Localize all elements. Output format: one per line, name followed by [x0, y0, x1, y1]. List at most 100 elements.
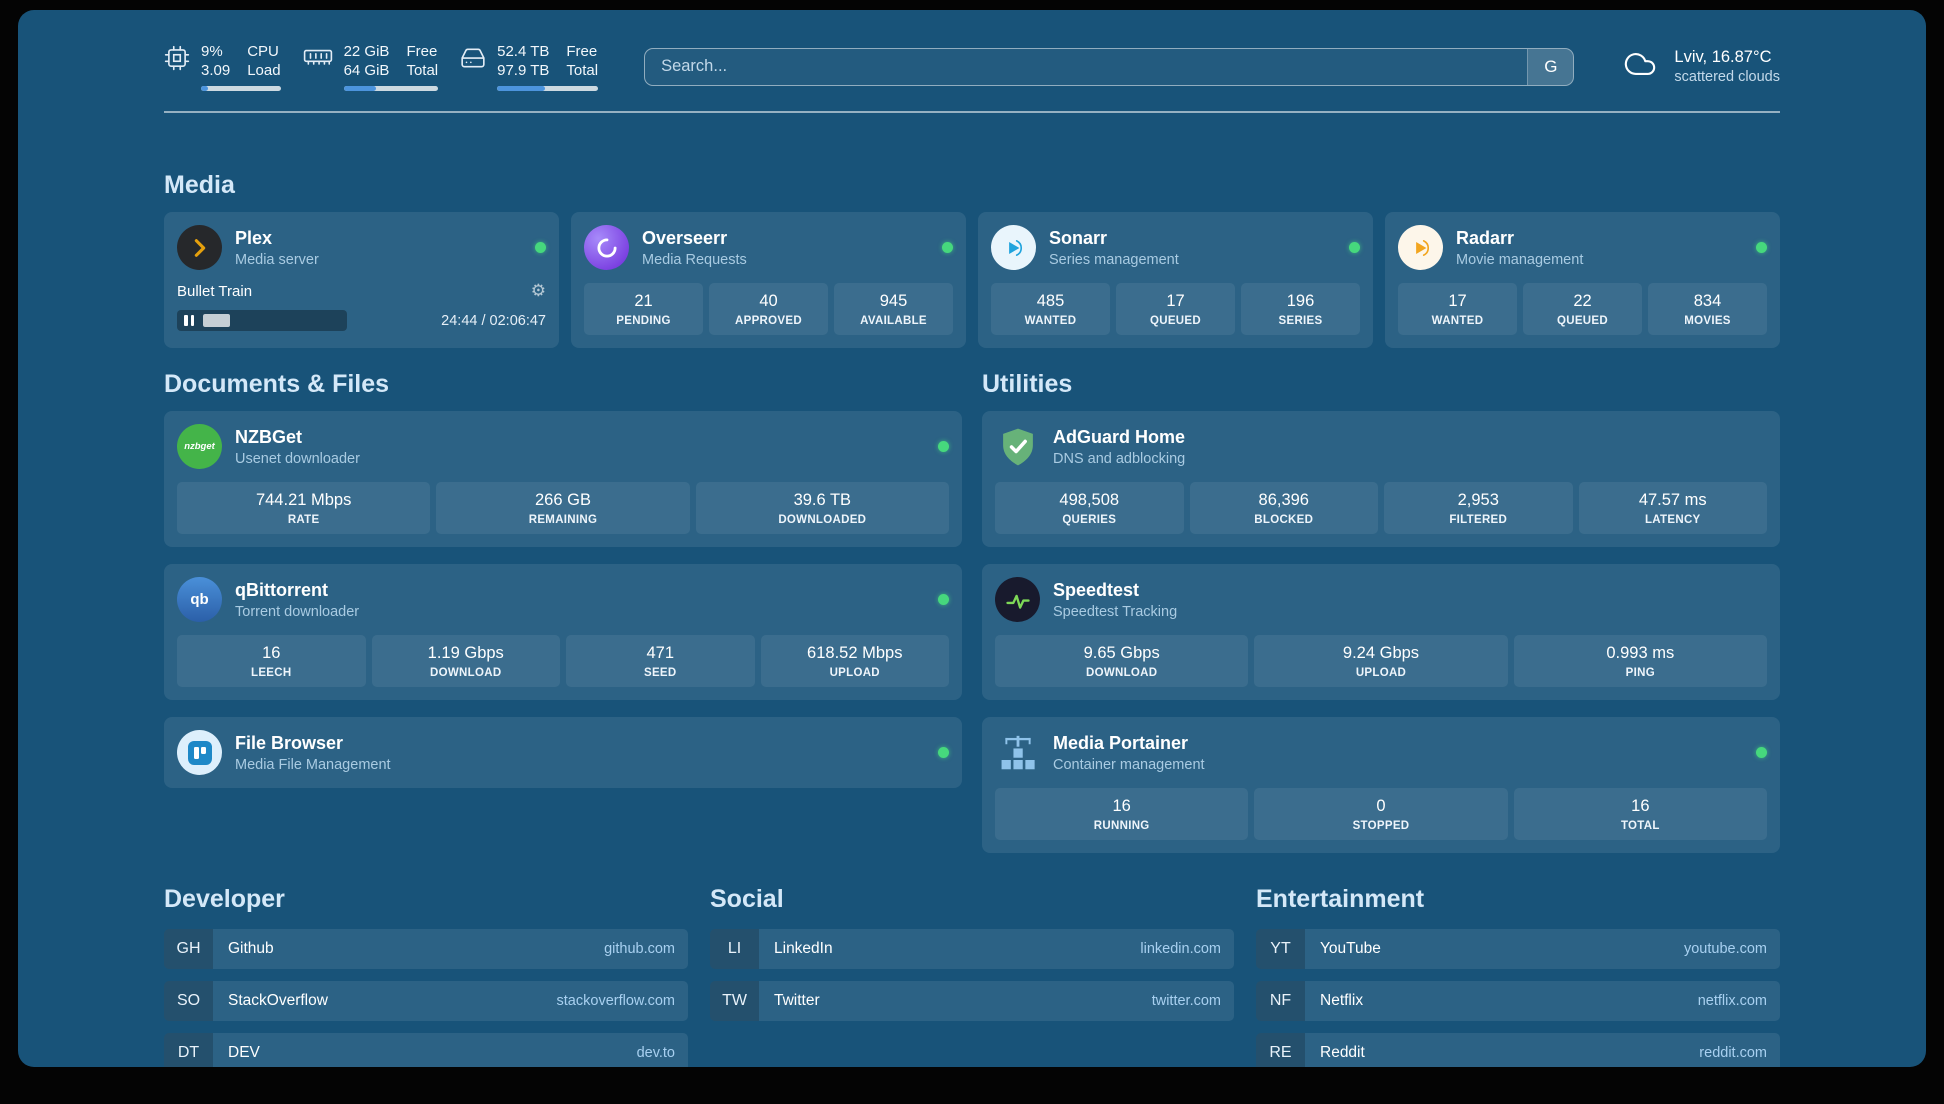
stat-block: 266 GB REMAINING: [436, 482, 690, 535]
status-dot: [535, 242, 546, 254]
search-provider-button[interactable]: G: [1527, 48, 1574, 85]
bookmark-domain: stackoverflow.com: [556, 993, 675, 1010]
speedtest-icon: [995, 577, 1040, 623]
search-input[interactable]: [645, 57, 1528, 77]
bookmark-name: Github: [228, 940, 274, 958]
topbar: 9% 3.09 CPU Load: [164, 10, 1780, 92]
status-dot: [938, 441, 949, 453]
stat-block: 1.19 Gbps DOWNLOAD: [371, 635, 560, 688]
pause-button[interactable]: [184, 315, 194, 327]
status-dot: [938, 594, 949, 606]
stat-block: 21 PENDING: [584, 283, 703, 336]
bookmark-abbr: YT: [1256, 929, 1305, 970]
stat-value: 485: [1036, 292, 1065, 311]
media-grid: Plex Media server Bullet Train ⚙ 24:44 /…: [164, 212, 1780, 349]
stat-label: TOTAL: [1620, 820, 1660, 833]
service-subtitle: Movie management: [1456, 251, 1584, 268]
memory-widget: 22 GiB 64 GiB Free Total: [303, 42, 439, 92]
stat-block: 17 QUEUED: [1116, 283, 1235, 336]
playback-time: 24:44 / 02:06:47: [441, 312, 546, 329]
stat-block: 618.52 Mbps UPLOAD: [760, 635, 949, 688]
disk-icon: [460, 45, 486, 76]
stat-label: SEED: [643, 667, 677, 680]
service-card-sonarr[interactable]: Sonarr Series management 485 WANTED 17 Q…: [978, 212, 1373, 349]
service-card-overseerr[interactable]: Overseerr Media Requests 21 PENDING 40 A…: [571, 212, 966, 349]
service-subtitle: Media File Management: [235, 756, 391, 773]
stat-value: 196: [1286, 292, 1315, 311]
section-heading-utilities: Utilities: [982, 370, 1073, 399]
service-title: qBittorrent: [235, 579, 328, 600]
stat-label: RATE: [287, 514, 320, 527]
stat-value: 1.19 Gbps: [427, 644, 504, 663]
bookmark-linkedin[interactable]: LI LinkedIn linkedin.com: [710, 929, 1234, 970]
cpu-bar: [201, 86, 281, 92]
bookmark-name: Netflix: [1320, 992, 1364, 1010]
bookmark-abbr: NF: [1256, 981, 1305, 1022]
memory-total-label: Total: [406, 62, 439, 80]
stat-block: 2,953 FILTERED: [1384, 482, 1573, 535]
cpu-icon: [164, 45, 190, 76]
cpu-label2: Load: [247, 62, 281, 80]
disk-total-label: Total: [566, 62, 599, 80]
service-title: Radarr: [1456, 227, 1515, 248]
bookmark-name: Twitter: [774, 992, 820, 1010]
stat-value: 22: [1573, 292, 1592, 311]
stat-label: DOWNLOAD: [1085, 667, 1158, 680]
service-subtitle: Usenet downloader: [235, 450, 360, 467]
stat-label: DOWNLOAD: [430, 667, 502, 680]
stat-value: 9.65 Gbps: [1083, 644, 1160, 663]
bookmark-dev[interactable]: DT DEV dev.to: [164, 1033, 688, 1067]
service-card-plex[interactable]: Plex Media server Bullet Train ⚙ 24:44 /…: [164, 212, 559, 349]
bookmark-github[interactable]: GH Github github.com: [164, 929, 688, 970]
service-card-adguard[interactable]: AdGuard Home DNS and adblocking 498,508 …: [982, 411, 1780, 548]
now-playing-title: Bullet Train: [177, 282, 253, 300]
bookmark-name: Reddit: [1320, 1044, 1365, 1062]
service-title: File Browser: [235, 732, 344, 753]
stat-block: 0 STOPPED: [1254, 788, 1508, 841]
service-card-nzbget[interactable]: nzbget NZBGet Usenet downloader 744.21 M…: [164, 411, 962, 548]
service-card-radarr[interactable]: Radarr Movie management 17 WANTED 22 QUE…: [1385, 212, 1780, 349]
bookmark-group-social: Social LI LinkedIn linkedin.com TW Twitt…: [710, 885, 1234, 1067]
stat-block: 498,508 QUERIES: [995, 482, 1184, 535]
disk-free: 52.4 TB: [497, 43, 550, 60]
settings-gear-icon[interactable]: ⚙: [530, 281, 546, 301]
service-card-portainer[interactable]: Media Portainer Container management 16 …: [982, 717, 1780, 854]
service-title: Speedtest: [1053, 579, 1140, 600]
stat-value: 17: [1448, 292, 1467, 311]
bookmark-abbr: GH: [164, 929, 213, 970]
stat-value: 266 GB: [535, 491, 591, 510]
service-card-qbittorrent[interactable]: qb qBittorrent Torrent downloader 16 LEE…: [164, 564, 962, 701]
stat-value: 834: [1693, 292, 1722, 311]
stat-label: QUEUED: [1556, 315, 1608, 328]
bookmarks: Developer GH Github github.com SO StackO…: [164, 885, 1780, 1067]
stat-value: 39.6 TB: [793, 491, 852, 510]
bookmark-netflix[interactable]: NF Netflix netflix.com: [1256, 981, 1780, 1022]
section-heading-documents: Documents & Files: [164, 370, 390, 399]
bookmark-domain: github.com: [604, 941, 675, 958]
stat-block: 39.6 TB DOWNLOADED: [695, 482, 949, 535]
service-title: Overseerr: [642, 227, 728, 248]
service-card-speedtest[interactable]: Speedtest Speedtest Tracking 9.65 Gbps D…: [982, 564, 1780, 701]
stat-block: 40 APPROVED: [709, 283, 828, 336]
stat-block: 47.57 ms LATENCY: [1578, 482, 1767, 535]
bookmark-abbr: RE: [1256, 1033, 1305, 1067]
stat-block: 16 TOTAL: [1513, 788, 1767, 841]
bookmark-twitter[interactable]: TW Twitter twitter.com: [710, 981, 1234, 1022]
stat-value: 47.57 ms: [1638, 491, 1707, 510]
service-title: Plex: [235, 227, 273, 248]
bookmark-reddit[interactable]: RE Reddit reddit.com: [1256, 1033, 1780, 1067]
cpu-label: CPU: [247, 43, 279, 60]
stat-block: 471 SEED: [566, 635, 755, 688]
bookmark-stackoverflow[interactable]: SO StackOverflow stackoverflow.com: [164, 981, 688, 1022]
stat-value: 471: [646, 644, 675, 663]
stat-block: 9.65 Gbps DOWNLOAD: [995, 635, 1249, 688]
stat-label: STOPPED: [1352, 820, 1410, 833]
stat-label: RUNNING: [1093, 820, 1150, 833]
stat-block: 945 AVAILABLE: [834, 283, 953, 336]
bookmark-domain: linkedin.com: [1140, 941, 1221, 958]
disk-bar: [497, 86, 599, 92]
service-card-filebrowser[interactable]: File Browser Media File Management: [164, 717, 962, 789]
bookmark-youtube[interactable]: YT YouTube youtube.com: [1256, 929, 1780, 970]
stat-block: 9.24 Gbps UPLOAD: [1254, 635, 1508, 688]
bookmark-name: DEV: [228, 1044, 260, 1062]
